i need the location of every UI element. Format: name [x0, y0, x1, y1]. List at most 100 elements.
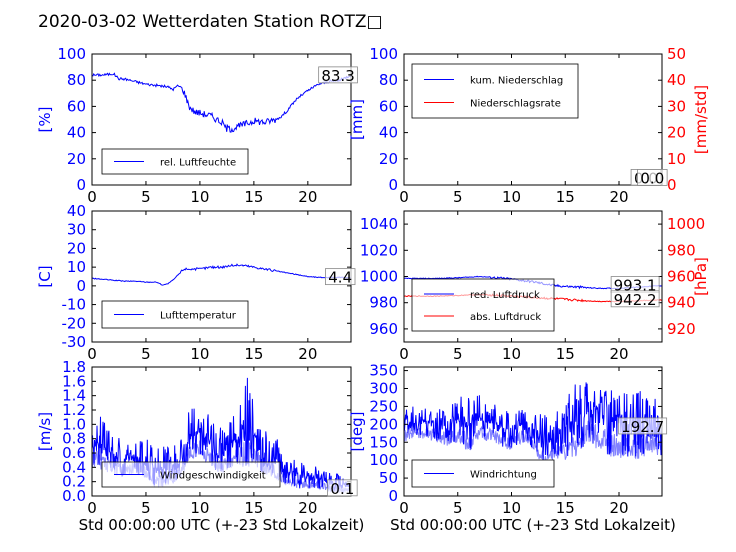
series-line-windrichtung-min [404, 420, 662, 467]
y-tick-label: 0.4 [62, 458, 86, 476]
value-box [327, 479, 358, 497]
x-tick-label: 20 [298, 345, 317, 363]
plot-area [92, 263, 351, 286]
x-tick-label: 10 [190, 188, 209, 206]
x-tick-label: 15 [244, 188, 263, 206]
legend-entry: Windgeschwindigkeit [160, 471, 266, 482]
x-tick-label: 15 [244, 499, 263, 517]
y-tick-label: -30 [62, 333, 87, 351]
y-axis-label: [%] [36, 107, 54, 133]
y-tick-label: 0 [388, 176, 398, 194]
panel-precipitation: 0 5 10 15 20 0 20 40 60 80 100 0 10 20 30 40 50 [mm] [mm/s… [348, 45, 710, 206]
legend: Lufttemperatur [101, 300, 249, 329]
y2-tick-label: 940 [667, 294, 696, 312]
y-tick-label: 50 [379, 469, 398, 487]
y2-tick-label: 30 [667, 97, 686, 115]
legend-box [411, 63, 579, 119]
y-tick-label: 150 [369, 433, 398, 451]
x-tick-label: 20 [609, 345, 628, 363]
value-label: 0.0 [640, 169, 664, 187]
series-line-windrichtung [404, 382, 662, 460]
y-tick-label: 20 [67, 150, 86, 168]
y2-axis-label: [hPa] [692, 257, 710, 296]
y-tick-label: 0.2 [62, 473, 86, 491]
value-label: 192.7 [621, 418, 664, 436]
x-tick-label: 0 [87, 499, 97, 517]
y-axis-label: [m/s] [36, 412, 54, 451]
y-tick-label: 1.6 [62, 372, 86, 390]
x-axis-label: Std 00:00:00 UTC (+-23 Std Lokalzeit) [79, 516, 365, 534]
axes-frame [91, 366, 352, 497]
x-tick-label: 5 [141, 499, 151, 517]
x-tick-label: 10 [502, 345, 521, 363]
y-axis-label: [C] [36, 265, 54, 287]
y-tick-label: 1000 [360, 268, 398, 286]
legend-entry: Niederschlagsrate [470, 99, 561, 110]
y-tick-label: 960 [369, 320, 398, 338]
y-tick-label: -20 [62, 314, 87, 332]
y-tick-label: 10 [67, 258, 86, 276]
x-tick-label: 15 [556, 188, 575, 206]
legend: kum. Niederschlag Niederschlagsrate [411, 63, 579, 119]
x-tick-label: 5 [453, 345, 463, 363]
panel-humidity: 0 5 10 15 20 0 20 40 60 80 100 [%] rel. Luftfeuchte 8… [36, 45, 358, 206]
x-tick-label: 20 [298, 499, 317, 517]
y2-tick-label: 1000 [667, 215, 705, 233]
y2-tick-label: 0 [667, 176, 677, 194]
y-axis-label: [mm] [348, 99, 366, 140]
x-axis-label: Std 00:00:00 UTC (+-23 Std Lokalzeit) [390, 516, 676, 534]
x-tick-label: 0 [399, 499, 409, 517]
x-tick-label: 10 [502, 499, 521, 517]
x-tick-label: 5 [453, 188, 463, 206]
value-label: 4.4 [328, 269, 352, 287]
y2-tick-label: 10 [667, 150, 686, 168]
y-tick-label: 20 [379, 150, 398, 168]
x-tick-label: 5 [453, 499, 463, 517]
legend: red. Luftdruck abs. Luftdruck [411, 278, 555, 332]
y-tick-label: 1.2 [62, 401, 86, 419]
y-tick-label: 20 [67, 239, 86, 257]
y-tick-label: 0 [76, 176, 86, 194]
x-tick-label: 5 [141, 188, 151, 206]
y-tick-label: 350 [369, 362, 398, 380]
y-tick-label: 0.0 [62, 487, 86, 505]
x-tick-label: 15 [244, 345, 263, 363]
legend-entry: abs. Luftdruck [470, 312, 541, 323]
y-tick-label: 1020 [360, 241, 398, 259]
x-tick-label: 20 [609, 499, 628, 517]
value-label: 83.3 [321, 67, 354, 85]
legend-box [411, 278, 555, 332]
y-tick-label: 250 [369, 397, 398, 415]
series-line-windgeschwindigkeit [92, 377, 351, 491]
y-tick-label: 60 [67, 97, 86, 115]
x-tick-label: 20 [298, 188, 317, 206]
x-tick-label: 10 [190, 345, 209, 363]
series-line-lufttemperatur [92, 263, 351, 286]
legend-entry: red. Luftdruck [470, 290, 540, 301]
y-axis-label: [deg] [348, 412, 366, 452]
legend-entry: kum. Niederschlag [470, 76, 563, 87]
y2-tick-label: 960 [667, 268, 696, 286]
x-tick-label: 0 [87, 188, 97, 206]
x-tick-label: 0 [399, 188, 409, 206]
x-tick-label: 0 [399, 345, 409, 363]
legend-entry: Windrichtung [470, 470, 537, 481]
legend-entry: rel. Luftfeuchte [160, 158, 236, 169]
y-tick-label: 100 [369, 451, 398, 469]
legend: Windgeschwindigkeit [101, 461, 281, 488]
y-tick-label: 30 [67, 221, 86, 239]
y-tick-label: -10 [62, 296, 87, 314]
y-tick-label: 1040 [360, 215, 398, 233]
y-tick-label: 100 [57, 45, 86, 63]
y-tick-label: 40 [67, 124, 86, 142]
y-tick-label: 1.4 [62, 387, 86, 405]
x-tick-label: 10 [502, 188, 521, 206]
panel-temperature: 0 5 10 15 20-30-20-10010203040[C]Lufttempera… [36, 202, 356, 363]
value-box [325, 268, 356, 286]
y-tick-label: 1.8 [62, 358, 86, 376]
legend-entry: Lufttemperatur [160, 311, 237, 322]
y-tick-label: 60 [379, 97, 398, 115]
y-tick-label: 1.0 [62, 415, 86, 433]
